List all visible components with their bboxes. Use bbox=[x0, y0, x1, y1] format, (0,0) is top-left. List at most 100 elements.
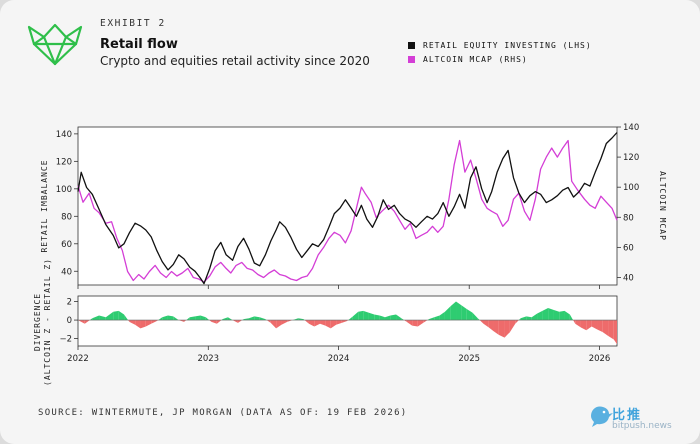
divergence-area-positive bbox=[352, 311, 359, 321]
divergence-area-positive bbox=[363, 310, 369, 321]
divergence-area-positive bbox=[559, 310, 565, 321]
divergence-area-negative bbox=[325, 320, 331, 329]
divergence-area-positive bbox=[248, 316, 255, 321]
divergence-area-positive bbox=[396, 314, 402, 321]
divergence-area-negative bbox=[140, 320, 146, 329]
y-tick-label-left: 40 bbox=[61, 267, 72, 277]
x-tick-label: 2025 bbox=[458, 354, 480, 364]
divergence-area-positive bbox=[167, 315, 174, 321]
y-tick-label-left: 80 bbox=[61, 212, 72, 222]
divergence-area-negative bbox=[232, 320, 238, 323]
divergence-tick-label: 0 bbox=[67, 316, 72, 326]
divergence-area-negative bbox=[509, 320, 516, 333]
divergence-area-positive bbox=[439, 311, 445, 321]
divergence-area-negative bbox=[341, 320, 348, 323]
divergence-area-positive bbox=[99, 315, 106, 321]
divergence-area-positive bbox=[368, 312, 375, 321]
divergence-area-negative bbox=[591, 320, 598, 330]
legend-label-altcoin: ALTCOIN MCAP (RHS) bbox=[423, 54, 528, 64]
divergence-area-negative bbox=[586, 320, 592, 331]
divergence-area-negative bbox=[336, 320, 342, 325]
divergence-title-line-2: (ALTCOIN Z - RETAIL Z) bbox=[43, 258, 52, 386]
divergence-area-positive bbox=[374, 314, 380, 321]
divergence-area-positive bbox=[124, 314, 129, 321]
divergence-area-positive bbox=[358, 310, 364, 321]
divergence-area-positive bbox=[444, 306, 451, 321]
divergence-area-negative bbox=[498, 320, 505, 338]
divergence-area-negative bbox=[483, 320, 489, 328]
retail-equity-line bbox=[77, 132, 618, 285]
divergence-area-positive bbox=[472, 312, 478, 321]
legend: RETAIL EQUITY INVESTING (LHS) ALTCOIN MC… bbox=[408, 38, 592, 66]
y-tick-label-right: 80 bbox=[623, 213, 634, 223]
divergence-area-positive bbox=[569, 314, 574, 321]
divergence-area-negative bbox=[608, 320, 614, 340]
legend-item-altcoin: ALTCOIN MCAP (RHS) bbox=[408, 52, 592, 66]
divergence-area-negative bbox=[580, 320, 587, 331]
divergence-area-negative bbox=[320, 320, 326, 326]
brand-name: 比推 bbox=[612, 408, 643, 423]
divergence-area-negative bbox=[573, 320, 576, 324]
divergence-title-line-1: DIVERGENCE bbox=[33, 293, 42, 351]
x-tick-label: 2024 bbox=[328, 354, 350, 364]
divergence-area-positive bbox=[518, 318, 521, 321]
divergence-area-positive bbox=[205, 317, 210, 321]
divergence-area-negative bbox=[613, 320, 617, 345]
divergence-area-positive bbox=[564, 310, 570, 321]
divergence-area-positive bbox=[186, 317, 190, 321]
divergence-area-negative bbox=[287, 320, 293, 322]
y-tick-label-right: 100 bbox=[623, 183, 639, 193]
x-tick-label: 2026 bbox=[589, 354, 611, 364]
divergence-area-negative bbox=[597, 320, 603, 333]
divergence-area-positive bbox=[434, 315, 440, 321]
y-tick-label-left: 120 bbox=[56, 157, 72, 167]
divergence-axis-title: DIVERGENCE(ALTCOIN Z - RETAIL Z) bbox=[33, 258, 52, 386]
divergence-area-negative bbox=[423, 320, 428, 323]
main-plot-frame bbox=[77, 126, 618, 286]
wintermute-logo-icon bbox=[27, 23, 83, 66]
legend-label-equity: RETAIL EQUITY INVESTING (LHS) bbox=[423, 40, 592, 50]
divergence-area-positive bbox=[379, 315, 385, 321]
divergence-area-positive bbox=[254, 316, 260, 321]
divergence-area-negative bbox=[417, 320, 424, 327]
altcoin-mcap-line bbox=[77, 139, 618, 283]
divergence-area-positive bbox=[450, 301, 457, 321]
y-tick-label-left: 100 bbox=[56, 185, 72, 195]
divergence-area-negative bbox=[479, 320, 484, 324]
divergence-area-negative bbox=[216, 320, 222, 324]
divergence-area-positive bbox=[401, 318, 405, 321]
divergence-area-negative bbox=[237, 320, 243, 323]
divergence-area-positive bbox=[537, 310, 543, 321]
divergence-area-positive bbox=[384, 315, 391, 321]
divergence-area-negative bbox=[488, 320, 494, 332]
divergence-area-negative bbox=[178, 320, 185, 322]
divergence-area-positive bbox=[173, 316, 179, 321]
divergence-area-negative bbox=[304, 320, 309, 324]
divergence-area-negative bbox=[209, 320, 212, 322]
divergence-area-positive bbox=[259, 317, 266, 321]
divergence-area-negative bbox=[184, 320, 187, 322]
y-tick-label-right: 120 bbox=[623, 153, 639, 163]
divergence-area-positive bbox=[348, 316, 353, 321]
divergence-plot-frame bbox=[77, 295, 618, 347]
divergence-area-negative bbox=[84, 320, 90, 324]
divergence-area-positive bbox=[89, 318, 93, 321]
legend-item-equity: RETAIL EQUITY INVESTING (LHS) bbox=[408, 38, 592, 52]
divergence-area-negative bbox=[211, 320, 217, 324]
divergence-area-negative bbox=[129, 320, 136, 325]
divergence-area-positive bbox=[243, 318, 249, 321]
divergence-area-negative bbox=[266, 320, 271, 323]
divergence-area-positive bbox=[531, 313, 538, 321]
y-tick-label-right: 40 bbox=[623, 273, 634, 283]
divergence-area-negative bbox=[412, 320, 418, 327]
divergence-area-negative bbox=[575, 320, 581, 328]
y-tick-label-left: 60 bbox=[61, 240, 72, 250]
y-tick-label-left: 140 bbox=[56, 130, 72, 140]
divergence-area-positive bbox=[548, 308, 554, 321]
y-tick-label-right: 140 bbox=[623, 123, 639, 133]
divergence-area-positive bbox=[520, 316, 527, 321]
divergence-area-positive bbox=[553, 309, 560, 321]
divergence-area-negative bbox=[151, 320, 157, 324]
